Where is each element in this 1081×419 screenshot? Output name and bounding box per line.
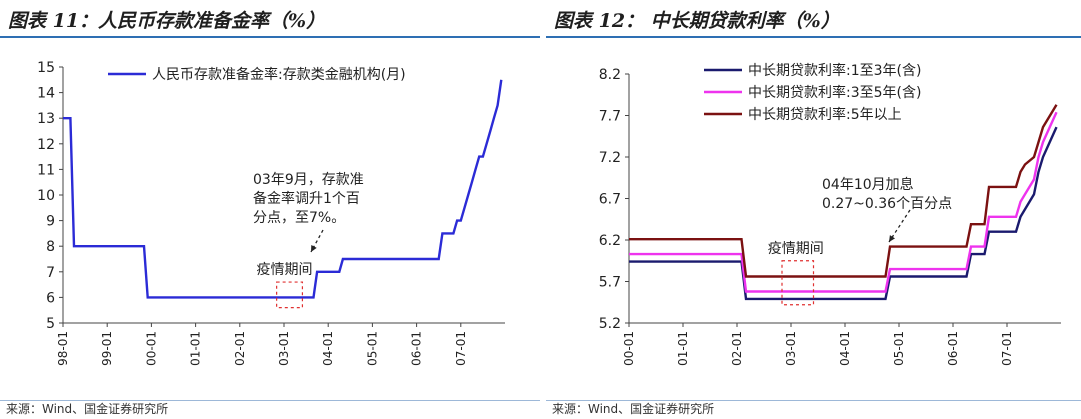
x-tick-label: 03-01 bbox=[277, 331, 291, 366]
chart-panel-reserve-ratio: 图表 11：人民币存款准备金率（%） 5 6 7 8 9 10 11 12 13 14 15 98-0… bbox=[0, 0, 540, 419]
chart-title: 图表 12： 中长期贷款利率（%） bbox=[554, 10, 840, 32]
x-tick-label: 99-01 bbox=[100, 331, 114, 366]
period-box bbox=[781, 260, 815, 306]
y-tick-label: 6 bbox=[46, 290, 55, 306]
x-tick-label: 07-01 bbox=[454, 331, 468, 366]
x-tick-label: 02-01 bbox=[233, 331, 247, 366]
annotation-text: 备金率调升1个百 bbox=[253, 190, 360, 207]
divider bbox=[0, 400, 540, 401]
y-tick-label: 12 bbox=[37, 137, 55, 153]
y-tick-label: 13 bbox=[37, 111, 55, 127]
period-label: 疫情期间 bbox=[257, 262, 313, 278]
y-tick-label: 10 bbox=[37, 188, 55, 204]
chart-panel-loan-rate: 图表 12： 中长期贷款利率（%） 5.2 5.7 6.2 6.7 7.2 7.7 8.2 0… bbox=[546, 0, 1081, 419]
annotation-arrowhead bbox=[311, 245, 317, 252]
x-tick-label: 05-01 bbox=[892, 331, 906, 366]
y-tick-label: 5.2 bbox=[599, 316, 621, 332]
legend-label: 中长期贷款利率:3至5年(含) bbox=[748, 84, 921, 101]
annotation-text: 04年10月加息 bbox=[822, 176, 914, 193]
legend-label: 中长期贷款利率:1至3年(含) bbox=[748, 62, 921, 79]
x-tick-label: 07-01 bbox=[1000, 331, 1014, 366]
y-tick-label: 11 bbox=[37, 162, 55, 178]
y-tick-label: 5.7 bbox=[599, 275, 621, 291]
annotation-arrowhead bbox=[889, 235, 895, 242]
x-tick-label: 00-01 bbox=[622, 331, 636, 366]
legend-label: 人民币存款准备金率:存款类金融机构(月) bbox=[152, 66, 406, 83]
series-line bbox=[629, 111, 1058, 293]
x-tick-label: 01-01 bbox=[676, 331, 690, 366]
x-tick-label: 03-01 bbox=[784, 331, 798, 366]
reserve-ratio-chart: 5 6 7 8 9 10 11 12 13 14 15 98-01 99-01 00-01 01-01 02-… bbox=[37, 60, 505, 366]
x-tick-label: 05-01 bbox=[365, 331, 379, 366]
y-tick-label: 6.2 bbox=[599, 233, 621, 249]
x-tick-label: 04-01 bbox=[838, 331, 852, 366]
y-tick-label: 8.2 bbox=[599, 67, 621, 83]
y-tick-label: 6.7 bbox=[599, 192, 621, 208]
x-tick-label: 98-01 bbox=[56, 331, 70, 366]
source-note: 来源：Wind、国金证券研究所 bbox=[552, 402, 715, 416]
legend-label: 中长期贷款利率:5年以上 bbox=[748, 106, 902, 123]
y-tick-label: 15 bbox=[37, 60, 55, 76]
y-tick-label: 7.2 bbox=[599, 150, 621, 166]
chart-title: 图表 11：人民币存款准备金率（%） bbox=[8, 10, 326, 32]
x-tick-label: 06-01 bbox=[946, 331, 960, 366]
x-tick-label: 06-01 bbox=[410, 331, 424, 366]
y-tick-label: 14 bbox=[37, 86, 55, 102]
x-tick-label: 01-01 bbox=[189, 331, 203, 366]
period-box bbox=[276, 281, 304, 309]
x-tick-label: 00-01 bbox=[144, 331, 158, 366]
y-tick-label: 7 bbox=[46, 265, 55, 281]
title-bar: 图表 11：人民币存款准备金率（%） bbox=[0, 0, 540, 38]
title-bar: 图表 12： 中长期贷款利率（%） bbox=[546, 0, 1081, 38]
series-line bbox=[629, 126, 1058, 301]
x-tick-label: 02-01 bbox=[730, 331, 744, 366]
annotation-text: 分点，至7%。 bbox=[253, 210, 345, 226]
y-tick-label: 9 bbox=[46, 214, 55, 230]
loan-rate-chart: 5.2 5.7 6.2 6.7 7.2 7.7 8.2 00-01 01-01 02-01 03-0… bbox=[599, 62, 1061, 366]
period-label: 疫情期间 bbox=[768, 241, 824, 257]
series-line bbox=[629, 104, 1058, 278]
annotation-text: 03年9月，存款准 bbox=[253, 172, 364, 188]
source-note: 来源：Wind、国金证券研究所 bbox=[6, 402, 169, 416]
x-tick-label: 04-01 bbox=[321, 331, 335, 366]
annotation-text: 0.27~0.36个百分点 bbox=[822, 196, 952, 212]
divider bbox=[546, 400, 1081, 401]
y-tick-label: 5 bbox=[46, 316, 55, 332]
annotation-leader bbox=[888, 209, 911, 243]
y-tick-label: 8 bbox=[46, 239, 55, 255]
y-tick-label: 7.7 bbox=[599, 109, 621, 125]
series-line bbox=[63, 79, 503, 299]
